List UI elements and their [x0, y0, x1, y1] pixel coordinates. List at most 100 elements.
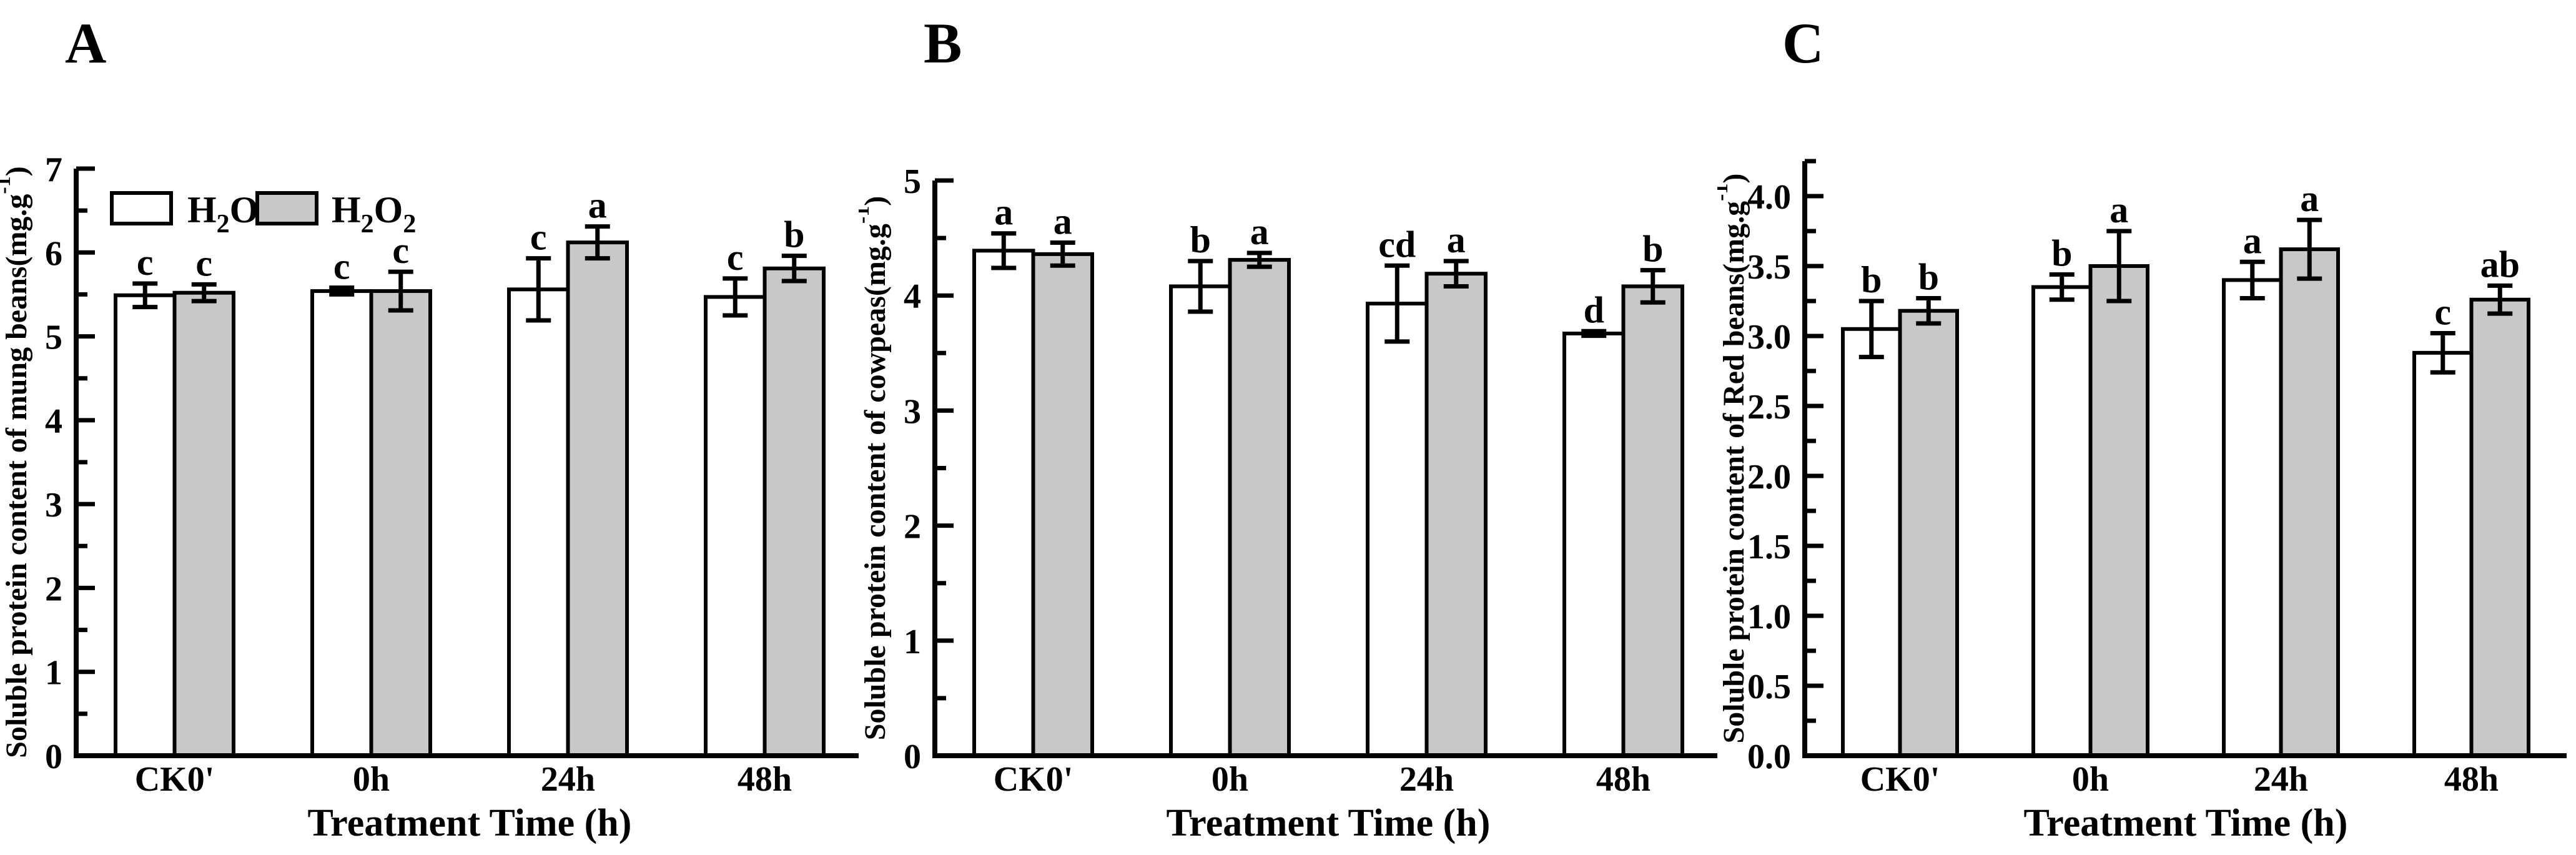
sig-letter-h2o2-24h: a [2300, 178, 2319, 219]
sig-letter-h2o-24h: c [530, 217, 547, 258]
bar-h2o-0h [1169, 284, 1232, 758]
bar-h2o2-48h [2469, 297, 2530, 758]
panel-label: A [65, 11, 106, 75]
y-tick-label: 5 [904, 162, 921, 201]
x-tick-label-24h: 24h [1399, 760, 1454, 799]
sig-letter-h2o-CK0': b [1861, 259, 1882, 300]
error-bar-h2o2-48h [2487, 283, 2513, 316]
legend-label-h2o2: H2O2 [332, 189, 416, 239]
bar-h2o-48h [704, 295, 767, 758]
y-tick-label: 1.5 [1747, 528, 1791, 566]
bar-h2o2-0h [369, 289, 432, 758]
sig-letter-h2o2-24h: a [588, 185, 607, 226]
y-tick-label: 2.5 [1747, 388, 1791, 427]
bar-h2o-CK0' [972, 249, 1035, 758]
bar-h2o-24h [1366, 302, 1429, 758]
error-bar-h2o2-48h [1640, 268, 1666, 305]
sig-letter-h2o-48h: d [1584, 289, 1604, 330]
panel-label: B [924, 11, 962, 75]
error-bar-h2o2-CK0' [1916, 296, 1942, 326]
sig-letter-h2o2-CK0': c [195, 242, 212, 284]
y-tick-label: 4.0 [1747, 178, 1791, 217]
x-tick-label-0h: 0h [1212, 760, 1248, 799]
error-bar-h2o2-0h [388, 269, 413, 313]
sig-letter-h2o2-48h: ab [2480, 244, 2520, 285]
y-tick-label: 0.5 [1747, 668, 1791, 706]
error-bar-h2o2-24h [585, 224, 610, 261]
error-bar-h2o2-48h [781, 254, 807, 284]
error-bar-h2o-0h [2049, 272, 2075, 302]
y-tick-label: 3.0 [1747, 318, 1791, 357]
bar-h2o2-24h [566, 240, 629, 758]
error-bar-h2o-0h [329, 285, 355, 297]
y-axis-label: Soluble protein content of cowpeas(mg.g-… [859, 196, 892, 740]
error-bar-h2o2-CK0' [1050, 240, 1075, 268]
error-bar-h2o-0h [1188, 259, 1213, 314]
y-tick-label: 2 [904, 508, 921, 546]
sig-letter-h2o2-CK0': b [1918, 257, 1939, 298]
y-tick-label: 3 [45, 486, 62, 525]
x-axis-title: Treatment Time (h) [1167, 802, 1491, 844]
y-tick-label: 4 [904, 277, 921, 316]
error-bar-h2o-24h [526, 256, 551, 323]
bar-h2o-CK0' [114, 293, 177, 758]
error-bar-h2o2-24h [2297, 217, 2322, 281]
error-bar-h2o2-CK0' [191, 282, 217, 304]
y-tick-label: 0.0 [1747, 738, 1791, 776]
x-tick-label-CK0': CK0' [135, 760, 215, 799]
x-tick-label-48h: 48h [2444, 760, 2499, 799]
legend-swatch-h2o [110, 191, 173, 225]
y-tick-label: 0 [904, 738, 921, 776]
error-bar-h2o2-0h [2106, 229, 2132, 304]
bar-h2o2-24h [2279, 247, 2340, 758]
sig-letter-h2o-0h: b [2051, 232, 2072, 274]
sig-letter-h2o-0h: b [1190, 219, 1211, 260]
y-axis-label: Soluble protein content of mung beans(mg… [0, 166, 33, 758]
y-tick-label: 1 [904, 623, 921, 661]
legend-label-h2o: H2O [187, 189, 259, 239]
error-bar-h2o-CK0' [991, 231, 1017, 270]
legend: H2O H2O2 [110, 189, 416, 239]
x-tick-label-24h: 24h [541, 760, 595, 799]
error-bar-h2o2-0h [1246, 250, 1272, 269]
bar-h2o2-48h [762, 266, 826, 758]
x-axis-title: Treatment Time (h) [2024, 802, 2348, 844]
x-axis-title: Treatment Time (h) [308, 802, 632, 844]
error-bar-h2o-48h [723, 276, 748, 318]
error-bar-h2o-24h [1384, 263, 1410, 344]
legend-swatch-h2o2 [255, 191, 318, 225]
error-bar-h2o-CK0' [1858, 299, 1884, 360]
bar-h2o2-24h [1424, 272, 1488, 758]
y-tick-label: 3 [904, 392, 921, 431]
y-tick-label: 0 [45, 738, 62, 776]
x-tick-label-0h: 0h [2072, 760, 2109, 799]
error-bar-h2o-48h [1581, 329, 1607, 339]
y-tick-label: 2.0 [1747, 458, 1791, 497]
panel-B: a b cd d a a a b 0 1 2 3 4 5 CK0' 0h 24h 48h Treatment Tim… [851, 0, 1722, 852]
bar-h2o-48h [2412, 350, 2474, 758]
y-tick-label: 4 [45, 402, 62, 441]
bar-h2o-24h [2222, 278, 2283, 758]
sig-letter-h2o2-0h: a [2110, 189, 2128, 230]
sig-letter-h2o2-48h: b [784, 214, 804, 255]
bar-h2o-0h [310, 289, 373, 758]
error-bar-h2o2-24h [1443, 259, 1469, 289]
sig-letter-h2o-24h: cd [1378, 224, 1416, 265]
sig-letter-h2o2-48h: b [1642, 229, 1663, 270]
y-tick-label: 2 [45, 570, 62, 608]
error-bar-h2o-24h [2239, 259, 2265, 301]
y-tick-label: 5 [45, 319, 62, 357]
bar-h2o2-0h [2088, 264, 2149, 758]
sig-letter-h2o-48h: c [2434, 292, 2451, 333]
bar-h2o2-0h [1228, 258, 1291, 758]
sig-letter-h2o-CK0': a [994, 192, 1013, 233]
y-tick-label: 1 [45, 654, 62, 693]
sig-letter-h2o-48h: c [727, 237, 744, 278]
panel-A: c c c c c c a b 0 1 2 3 4 5 6 7 CK0' 0h 24h 48h Treatment Ti… [0, 0, 863, 852]
panel-C: b b a c b a a ab 0.0 0.5 1.0 1.5 2.0 2.5 3.0 3.5 4.0 CK0'… [1709, 0, 2576, 852]
y-tick-label: 7 [45, 151, 62, 189]
panel-label: C [1782, 11, 1823, 75]
x-tick-label-24h: 24h [2254, 760, 2308, 799]
